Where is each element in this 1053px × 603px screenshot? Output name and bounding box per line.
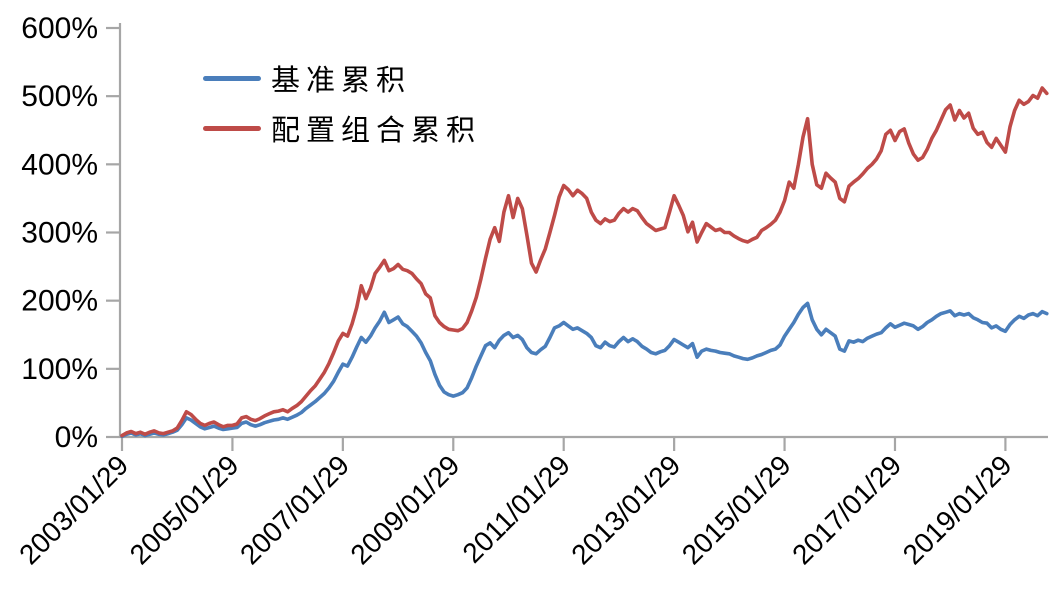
series-line-portfolio	[120, 86, 1049, 438]
legend-item-benchmark: 基准累积	[203, 58, 481, 98]
legend-item-portfolio: 配置组合累积	[203, 108, 481, 148]
series-line-benchmark	[120, 301, 1049, 439]
x-axis-tick-label: 2015/01/29	[676, 449, 797, 570]
x-axis-tick-label: 2013/01/29	[565, 449, 686, 570]
y-axis-tick-label: 100%	[21, 353, 98, 386]
y-axis-tick-label: 400%	[21, 148, 98, 181]
chart-legend: 基准累积 配置组合累积	[203, 58, 481, 148]
x-axis-tick-label: 2017/01/29	[786, 449, 907, 570]
x-axis-tick-label: 2009/01/29	[345, 449, 466, 570]
x-axis-tick-label: 2007/01/29	[234, 449, 355, 570]
y-axis-tick-label: 600%	[21, 12, 98, 45]
x-axis-tick-label: 2011/01/29	[456, 449, 576, 569]
y-axis-tick-label: 200%	[21, 285, 98, 318]
x-axis-tick-label: 2003/01/29	[13, 449, 134, 570]
y-axis-tick-label: 500%	[21, 80, 98, 113]
x-axis-tick-label: 2005/01/29	[124, 449, 245, 570]
benchmark-line-swatch	[203, 75, 261, 81]
legend-label-portfolio: 配置组合累积	[271, 115, 482, 147]
legend-label-benchmark: 基准累积	[271, 65, 412, 97]
y-axis-tick-label: 0%	[55, 421, 98, 454]
x-axis-tick-label: 2019/01/29	[897, 449, 1018, 570]
y-axis-tick-label: 300%	[21, 217, 98, 250]
portfolio-line-swatch	[203, 125, 261, 131]
